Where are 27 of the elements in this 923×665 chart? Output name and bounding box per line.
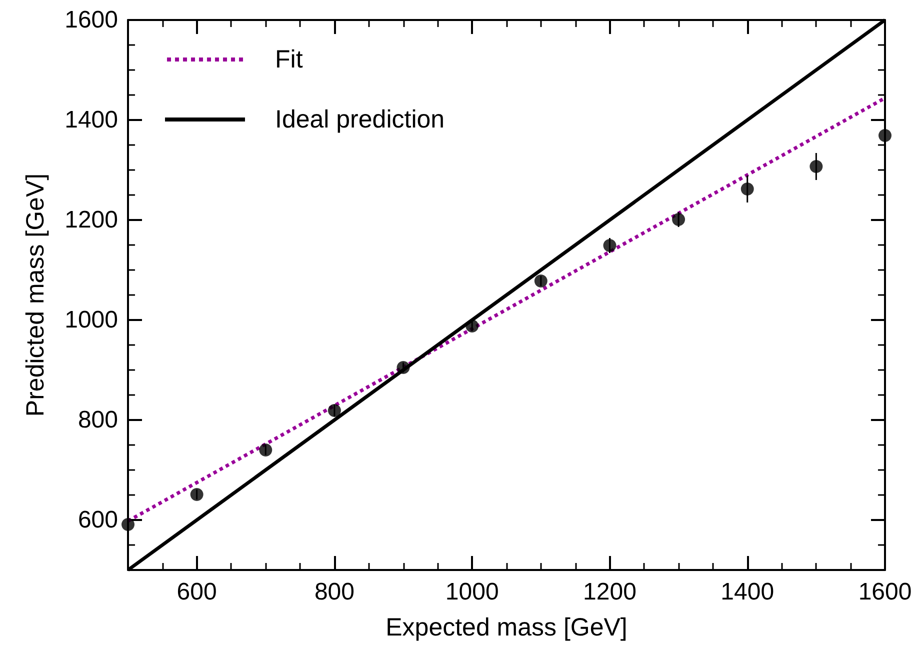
point xyxy=(466,320,479,332)
point xyxy=(396,361,410,374)
point xyxy=(259,444,272,456)
legend-label: Ideal prediction xyxy=(275,106,445,134)
point xyxy=(328,404,341,417)
y-tick-label: 1400 xyxy=(64,106,118,134)
y-tick-label: 800 xyxy=(78,406,118,434)
point xyxy=(810,160,823,173)
point xyxy=(878,129,892,142)
y-tick-label: 600 xyxy=(78,506,118,534)
y-tick-label: 1200 xyxy=(64,206,118,234)
y-axis-title: Predicted mass [GeV] xyxy=(22,173,50,417)
point xyxy=(740,182,754,196)
y-tick-label: 1000 xyxy=(64,306,118,334)
point xyxy=(534,274,548,288)
x-tick-label: 1000 xyxy=(445,578,499,606)
x-tick-label: 1600 xyxy=(858,578,912,606)
x-tick-label: 1400 xyxy=(720,578,774,606)
point xyxy=(672,213,686,226)
x-tick-label: 1200 xyxy=(583,578,636,606)
x-tick-label: 600 xyxy=(176,578,217,606)
x-tick-label: 800 xyxy=(314,578,354,606)
point xyxy=(603,239,616,252)
legend-label: Fit xyxy=(275,46,303,74)
point xyxy=(190,488,204,501)
y-tick-label: 1600 xyxy=(64,6,118,34)
x-axis-title: Expected mass [GeV] xyxy=(386,614,628,642)
